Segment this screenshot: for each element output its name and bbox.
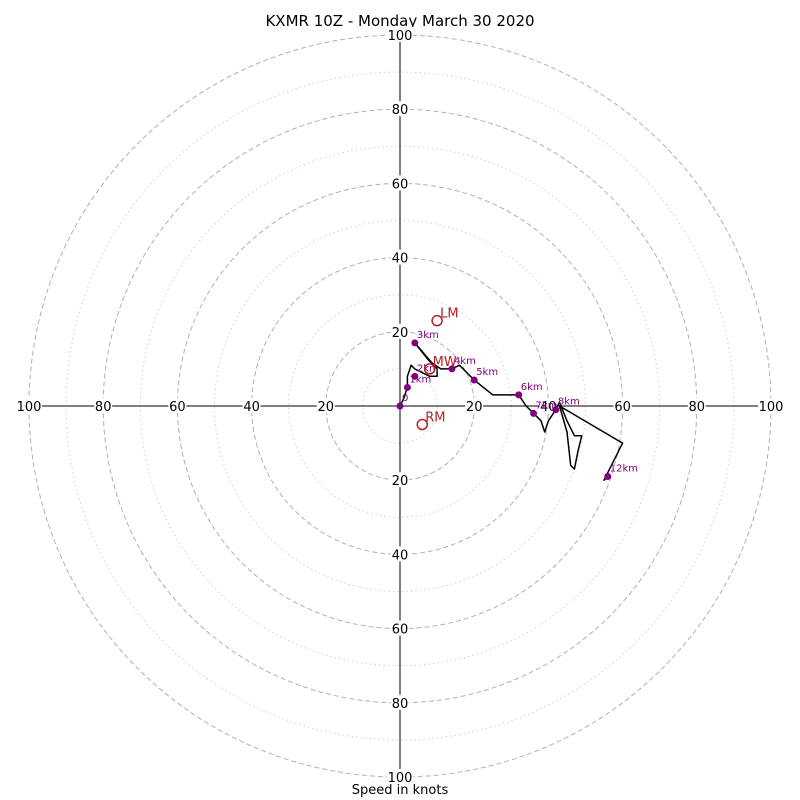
tick-label-y-neg-20-bg (391, 472, 409, 488)
storm-motion-marker-mw (423, 363, 436, 375)
tick-label-x-neg-100-bg (16, 398, 42, 413)
x-axis-label: Speed in knots (351, 783, 449, 798)
height-marker-0 (396, 402, 404, 410)
storm-motion-label-rm: RM (425, 411, 445, 426)
tick-label-x-pos-20: 20 (466, 400, 483, 415)
height-marker-12km (604, 472, 612, 480)
tick-label-y-neg-80-bg (391, 694, 409, 710)
tick-label-y-neg-100-bg (387, 769, 413, 784)
height-label-8km: 8km (558, 397, 580, 408)
chart-title: KXMR 10Z - Monday March 30 2020 (265, 12, 535, 30)
height-label-7km: 7km (536, 400, 558, 411)
height-label-12km: 12km (610, 463, 638, 474)
height-label-0: 0 (402, 393, 408, 404)
tick-label-y-pos-60-bg (391, 175, 409, 191)
tick-label-x-pos-100: 100 (759, 400, 784, 415)
storm-motion-marker-rm (416, 418, 429, 431)
tick-label-y-pos-100: 100 (388, 29, 413, 44)
tick-label-x-neg-40-bg (242, 398, 261, 413)
height-marker-1km (403, 383, 411, 391)
tick-label-y-pos-40-bg (391, 249, 409, 265)
tick-label-y-neg-80: 80 (392, 697, 409, 712)
tick-label-x-pos-60-bg (613, 398, 632, 413)
storm-motion-label-lm: LM (440, 307, 458, 322)
tick-label-x-neg-80-bg (94, 398, 113, 413)
height-label-6km: 6km (521, 382, 543, 393)
tick-label-y-pos-20-bg (391, 323, 409, 339)
tick-label-y-pos-80-bg (391, 101, 409, 117)
height-label-5km: 5km (476, 367, 498, 378)
tick-label-y-pos-20: 20 (392, 326, 409, 341)
tick-label-x-neg-60-bg (168, 398, 187, 413)
storm-motion-label-mw: MW (433, 355, 457, 370)
tick-label-x-neg-20-bg (316, 398, 335, 413)
tick-label-x-neg-80: 80 (95, 400, 112, 415)
tick-label-y-neg-60-bg (391, 620, 409, 636)
height-label-1km: 1km (409, 374, 431, 385)
tick-label-x-neg-60: 60 (169, 400, 186, 415)
storm-motion-marker-lm (431, 314, 443, 327)
height-label-2km: 2km (417, 363, 439, 374)
tick-label-x-pos-60: 60 (614, 400, 631, 415)
tick-label-x-neg-20: 20 (318, 400, 335, 415)
tick-label-y-pos-80: 80 (392, 103, 409, 118)
height-marker-7km (530, 409, 538, 417)
tick-label-y-pos-100-bg (387, 27, 413, 42)
height-marker-2km (411, 372, 419, 380)
height-label-3km: 3km (417, 330, 439, 341)
height-label-4km: 4km (454, 356, 476, 367)
tick-label-y-neg-60: 60 (392, 623, 409, 638)
height-marker-8km (552, 406, 560, 414)
height-marker-3km (411, 339, 419, 347)
tick-label-x-pos-80-bg (687, 398, 706, 413)
tick-label-x-neg-40: 40 (243, 400, 260, 415)
tick-label-y-pos-60: 60 (392, 177, 409, 192)
height-marker-6km (515, 391, 523, 399)
tick-label-x-pos-100-bg (758, 398, 784, 413)
tick-label-y-neg-20: 20 (392, 474, 409, 489)
height-marker-4km (448, 365, 456, 373)
height-marker-5km (470, 376, 478, 384)
tick-label-x-pos-20-bg (465, 398, 484, 413)
tick-label-y-neg-40-bg (391, 546, 409, 562)
tick-label-y-pos-40: 40 (392, 252, 409, 267)
tick-label-x-pos-80: 80 (689, 400, 706, 415)
tick-label-y-neg-100: 100 (388, 771, 413, 786)
tick-label-x-pos-40: 40 (540, 400, 557, 415)
tick-label-x-neg-100: 100 (17, 400, 42, 415)
tick-label-y-neg-40: 40 (392, 548, 409, 563)
